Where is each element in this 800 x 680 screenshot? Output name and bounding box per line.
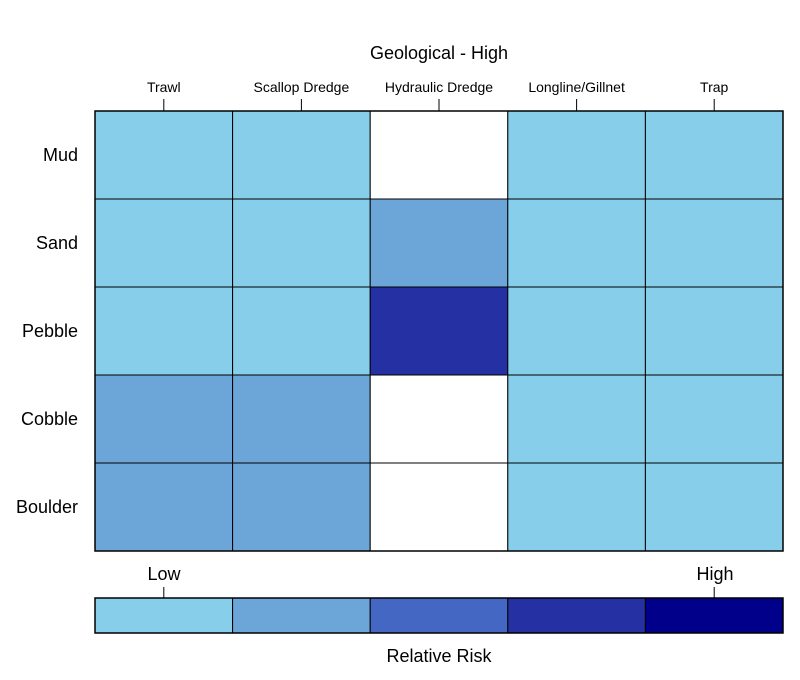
heatmap-cell xyxy=(94,374,234,464)
row-label: Pebble xyxy=(22,321,78,341)
heatmap-cell xyxy=(232,462,371,552)
heatmap-cell xyxy=(94,462,234,552)
heatmap-cell xyxy=(507,198,646,288)
row-label: Mud xyxy=(43,145,78,165)
scale-low-label: Low xyxy=(147,564,181,584)
row-labels: Mud Sand Pebble Cobble Boulder xyxy=(16,145,78,517)
scale-swatch xyxy=(369,597,509,634)
heatmap-cell xyxy=(369,198,509,288)
column-label: Longline/Gillnet xyxy=(528,79,625,95)
scale-swatch xyxy=(644,597,784,634)
color-scale-legend xyxy=(94,587,784,634)
heatmap-cell xyxy=(507,110,646,200)
scale-border xyxy=(94,597,784,634)
column-labels: Trawl Scallop Dredge Hydraulic Dredge Longl… xyxy=(147,79,729,111)
row-label: Cobble xyxy=(21,409,78,429)
scale-swatch xyxy=(232,597,371,634)
heatmap-cell xyxy=(644,110,784,200)
heatmap-cell xyxy=(232,110,371,200)
heatmap-cell xyxy=(507,286,646,376)
column-label: Scallop Dredge xyxy=(254,79,350,95)
heatmap-cell xyxy=(369,110,509,200)
row-label: Sand xyxy=(36,233,78,253)
heatmap-cell xyxy=(644,374,784,464)
heatmap-cell xyxy=(232,286,371,376)
column-label: Trawl xyxy=(147,79,181,95)
heatmap-cell xyxy=(232,198,371,288)
scale-title: Relative Risk xyxy=(386,646,492,666)
heatmap-cell xyxy=(644,462,784,552)
heatmap-cell xyxy=(507,462,646,552)
chart-title: Geological - High xyxy=(370,43,508,63)
heatmap-cell xyxy=(369,462,509,552)
row-label: Boulder xyxy=(16,497,78,517)
heatmap-cell xyxy=(644,286,784,376)
column-label: Hydraulic Dredge xyxy=(385,79,493,95)
scale-high-label: High xyxy=(696,564,733,584)
scale-swatch xyxy=(507,597,646,634)
heatmap-cell xyxy=(369,374,509,464)
heatmap-cell xyxy=(94,198,234,288)
plot-border xyxy=(94,110,784,552)
heatmap-cell xyxy=(94,286,234,376)
heatmap-cell xyxy=(232,374,371,464)
heatmap-cells xyxy=(94,110,784,552)
heatmap-cell xyxy=(507,374,646,464)
heatmap-cell xyxy=(94,110,234,200)
scale-swatch xyxy=(94,597,234,634)
heatmap-cell xyxy=(369,286,509,376)
heatmap-cell xyxy=(644,198,784,288)
column-label: Trap xyxy=(700,79,728,95)
